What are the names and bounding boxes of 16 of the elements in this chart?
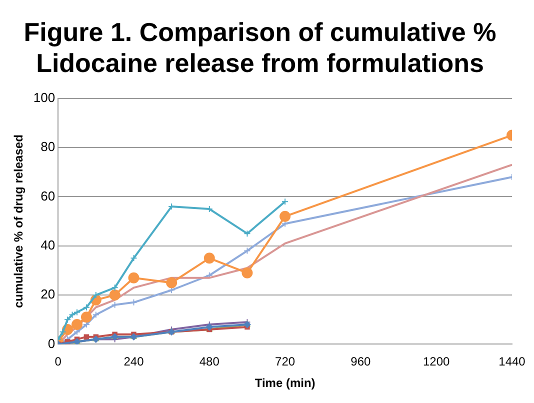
x-tick-label: 960 xyxy=(350,354,372,369)
y-tick-label: 100 xyxy=(33,90,56,105)
y-tick-label: 40 xyxy=(40,237,56,252)
y-tick-label: 0 xyxy=(48,336,56,351)
y-axis-title: cumulative % of drug released xyxy=(12,134,26,308)
y-tick-label: 20 xyxy=(40,286,56,302)
text: Lidocaine release from formulations xyxy=(36,48,484,78)
y-tick-label: 80 xyxy=(40,139,56,154)
x-tick-label: 1200 xyxy=(422,354,450,369)
x-axis-title: Time (min) xyxy=(254,376,316,390)
x-tick-label: 240 xyxy=(124,354,144,369)
x-tick-label: 480 xyxy=(199,354,220,369)
x-tick-label: 1440 xyxy=(498,354,526,369)
y-tick-label: 60 xyxy=(40,188,56,204)
x-tick-label: 720 xyxy=(275,354,296,369)
text: Figure 1. Comparison of cumulative % xyxy=(24,16,496,47)
